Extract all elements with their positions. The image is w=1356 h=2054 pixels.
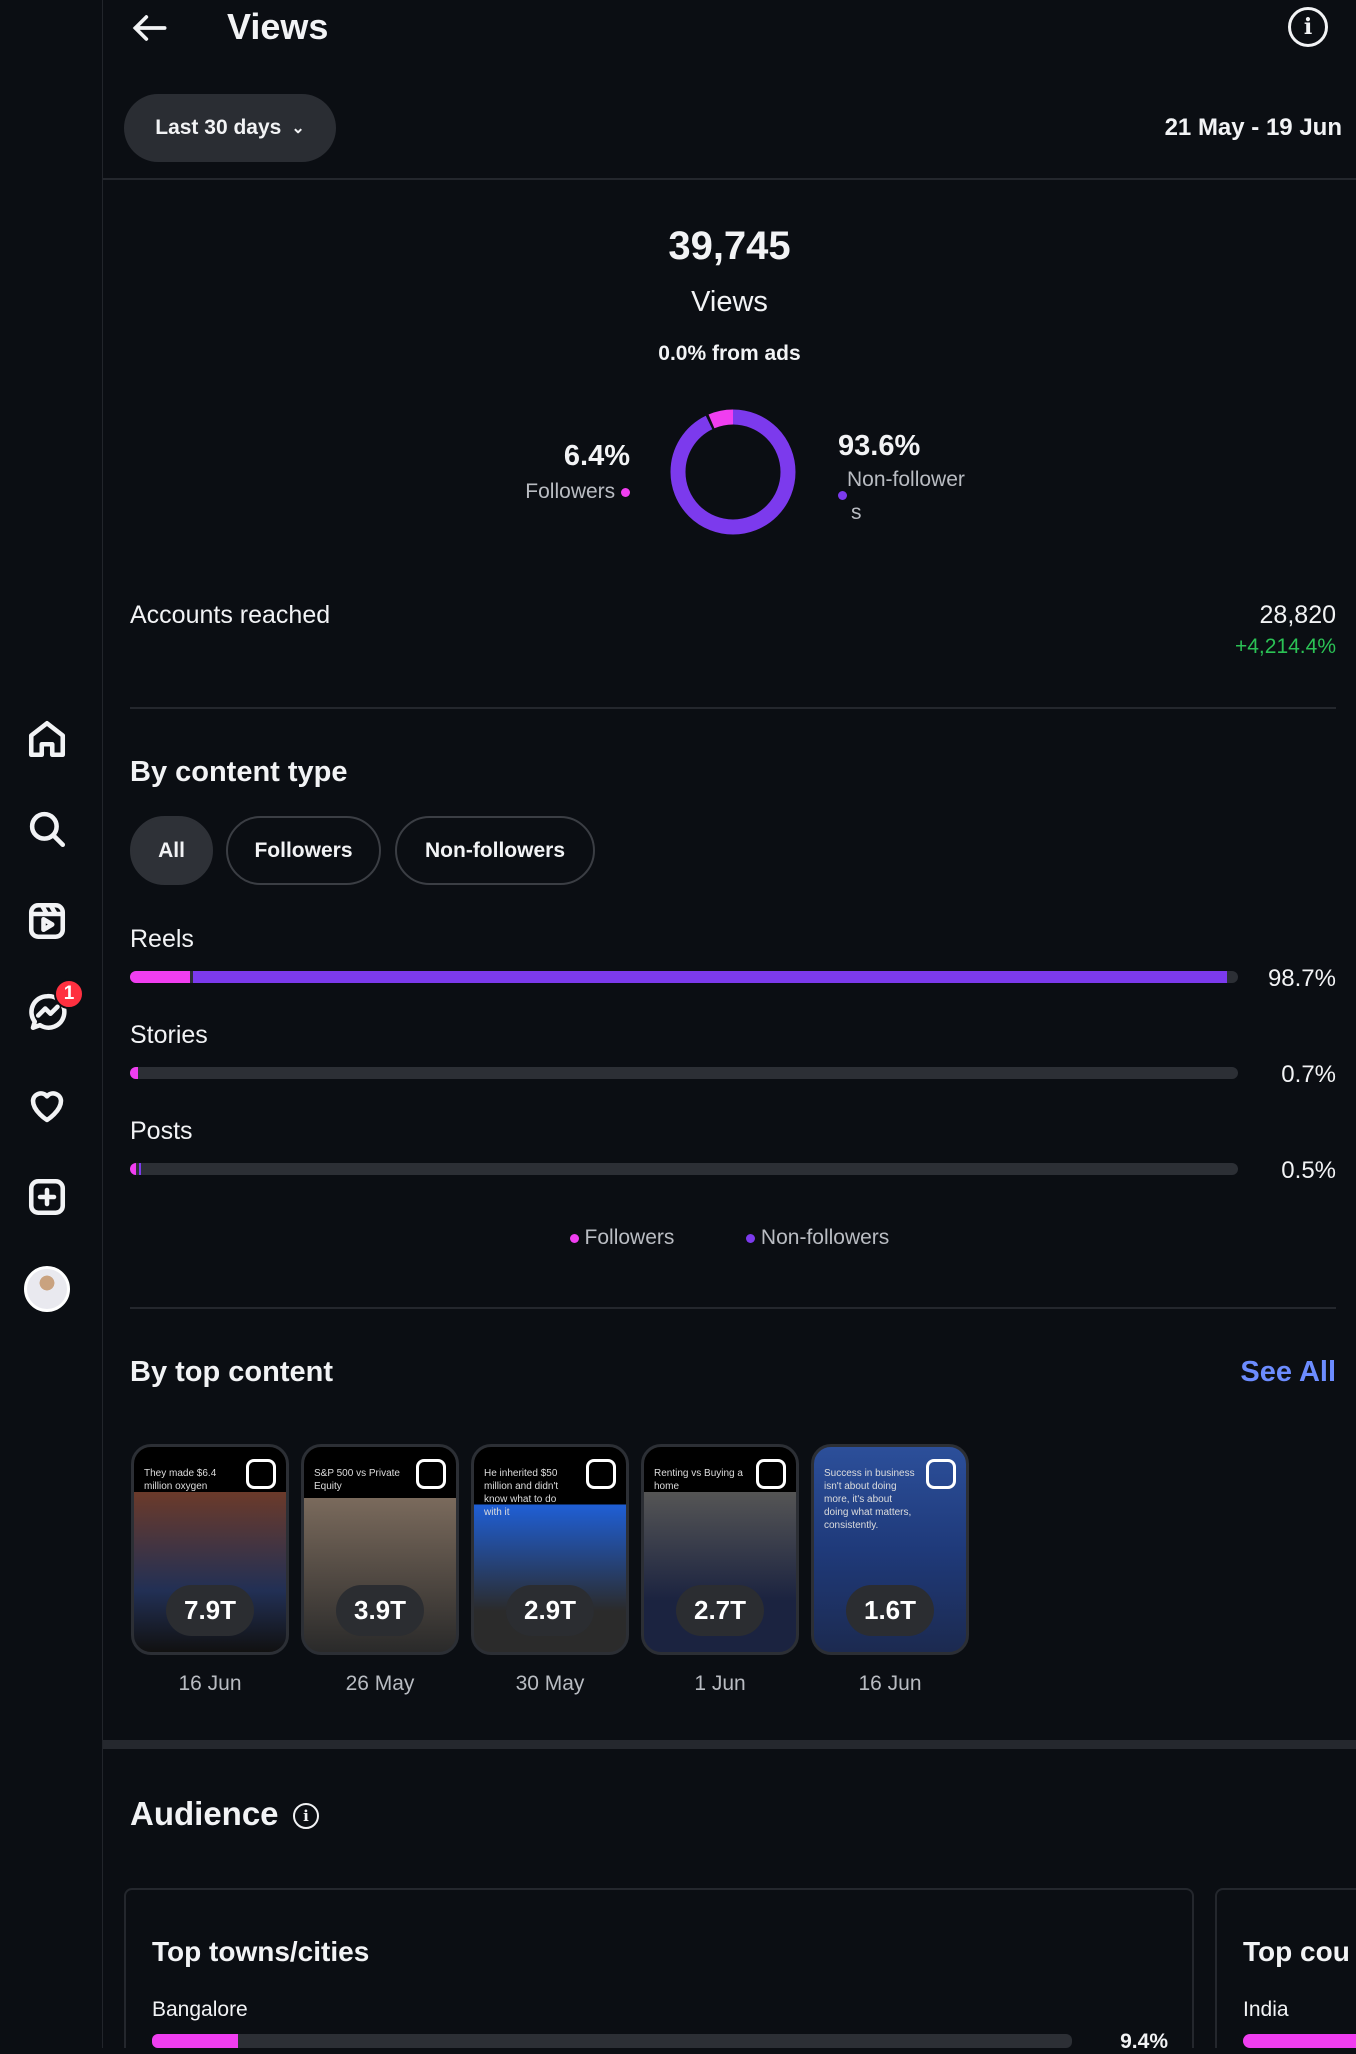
top-content-thumbnail[interactable]: Renting vs Buying a home 2.7T bbox=[641, 1444, 799, 1655]
views-total: 39,745 bbox=[668, 224, 791, 268]
nonfollowers-label: Non-follower bbox=[847, 468, 965, 491]
heart-icon[interactable] bbox=[24, 1083, 70, 1129]
city-bar bbox=[152, 2034, 1072, 2048]
divider bbox=[130, 1307, 1336, 1309]
donut-nonfollowers-segment bbox=[670, 409, 796, 535]
city-pct: 9.4% bbox=[1120, 2030, 1168, 2053]
thumbnail-views: 7.9T bbox=[165, 1585, 255, 1636]
reel-icon bbox=[756, 1459, 786, 1489]
card-title: Top cou bbox=[1243, 1936, 1350, 1967]
views-label: Views bbox=[691, 286, 768, 318]
thumbnail-caption: S&P 500 vs Private Equity bbox=[314, 1468, 400, 1492]
section-separator bbox=[103, 1740, 1356, 1749]
followers-label: Followers bbox=[525, 480, 616, 503]
back-button[interactable] bbox=[128, 6, 172, 55]
followers-dot bbox=[621, 487, 630, 497]
search-icon[interactable] bbox=[24, 806, 70, 852]
home-icon[interactable] bbox=[24, 716, 70, 762]
date-range: 21 May - 19 Jun bbox=[1164, 114, 1342, 141]
legend-followers-dot bbox=[569, 1233, 579, 1243]
reel-icon bbox=[246, 1459, 276, 1489]
followers-bar-segment bbox=[130, 1067, 138, 1079]
notification-badge: 1 bbox=[54, 979, 84, 1009]
thumbnail-caption: He inherited $50 million and didn't know… bbox=[484, 1468, 559, 1518]
section-title: By top content bbox=[130, 1356, 333, 1388]
see-all-link[interactable]: See All bbox=[1240, 1356, 1336, 1388]
content-type-label: Reels bbox=[130, 925, 194, 953]
donut-followers-segment bbox=[670, 409, 796, 535]
nonfollowers-label-wrap: s bbox=[851, 501, 862, 524]
country-bar bbox=[1243, 2034, 1356, 2048]
thumbnail-views: 3.9T bbox=[335, 1585, 425, 1636]
city-bar-fill bbox=[152, 2034, 239, 2048]
thumbnail-caption: Renting vs Buying a home bbox=[654, 1468, 743, 1492]
messenger-icon[interactable]: 1 bbox=[24, 979, 84, 1035]
card-title: Top towns/cities bbox=[152, 1936, 370, 1967]
accounts-reached-label: Accounts reached bbox=[130, 601, 331, 629]
thumbnail-views: 1.6T bbox=[845, 1585, 935, 1636]
views-donut bbox=[670, 409, 796, 535]
audience-info-icon[interactable]: i bbox=[293, 1803, 319, 1829]
thumbnail-date: 16 Jun bbox=[858, 1672, 922, 1695]
content-type-bar bbox=[130, 971, 1238, 983]
followers-bar-segment bbox=[130, 1163, 136, 1175]
thumbnail-date: 16 Jun bbox=[178, 1672, 242, 1695]
chevron-down-icon: ⌄ bbox=[291, 120, 305, 137]
info-icon[interactable]: i bbox=[1288, 7, 1328, 47]
country-name: India bbox=[1243, 1998, 1289, 2021]
page-title: Views bbox=[227, 6, 329, 47]
nonfollowers-dot bbox=[838, 491, 847, 500]
content-type-pct: 0.5% bbox=[1281, 1157, 1336, 1184]
audience-title: Audience bbox=[130, 1795, 279, 1832]
followers-bar-segment bbox=[130, 971, 190, 983]
content-type-bar bbox=[130, 1163, 1238, 1175]
thumbnail-views: 2.9T bbox=[505, 1585, 595, 1636]
add-icon[interactable] bbox=[24, 1174, 70, 1220]
followers-pct: 6.4% bbox=[563, 440, 630, 472]
sidebar: 1 bbox=[0, 0, 103, 2048]
content-type-label: Stories bbox=[130, 1021, 208, 1049]
accounts-reached-value: 28,820 bbox=[1259, 601, 1336, 629]
reel-icon bbox=[926, 1459, 956, 1489]
chip-followers[interactable]: Followers bbox=[226, 816, 381, 885]
thumbnail-date: 30 May bbox=[515, 1672, 585, 1695]
nonfollowers-pct: 93.6% bbox=[838, 430, 921, 462]
top-content-thumbnail[interactable]: He inherited $50 million and didn't know… bbox=[471, 1444, 629, 1655]
thumbnail-date: 1 Jun bbox=[694, 1672, 746, 1695]
chip-non-followers[interactable]: Non-followers bbox=[395, 816, 595, 885]
date-range-dropdown[interactable]: Last 30 days ⌄ bbox=[124, 94, 336, 162]
top-content-thumbnail[interactable]: S&P 500 vs Private Equity 3.9T bbox=[301, 1444, 459, 1655]
top-content-thumbnail[interactable]: They made $6.4 million oxygen 7.9T bbox=[131, 1444, 289, 1655]
top-content-thumbnail[interactable]: Success in business isn't about doing mo… bbox=[811, 1444, 969, 1655]
divider bbox=[130, 707, 1336, 709]
top-countries-card: Top cou India bbox=[1215, 1888, 1356, 2048]
ads-share: 0.0% from ads bbox=[658, 342, 801, 365]
accounts-reached-change: +4,214.4% bbox=[1234, 635, 1336, 658]
section-title: By content type bbox=[130, 756, 348, 788]
nonfollowers-bar-segment bbox=[192, 971, 1227, 983]
thumbnail-caption: Success in business isn't about doing mo… bbox=[824, 1468, 915, 1531]
content-type-pct: 98.7% bbox=[1267, 965, 1336, 992]
thumbnail-date: 26 May bbox=[345, 1672, 415, 1695]
reel-icon bbox=[586, 1459, 616, 1489]
thumbnail-views: 2.7T bbox=[675, 1585, 765, 1636]
avatar[interactable] bbox=[24, 1266, 70, 1312]
thumbnail-caption: They made $6.4 million oxygen bbox=[144, 1468, 217, 1492]
top-cities-card: Top towns/cities Bangalore 9.4% bbox=[124, 1888, 1194, 2053]
reel-icon bbox=[416, 1459, 446, 1489]
content-type-label: Posts bbox=[130, 1117, 193, 1145]
legend-followers: Followers bbox=[584, 1226, 675, 1249]
content-type-pct: 0.7% bbox=[1281, 1061, 1336, 1088]
content-type-bar bbox=[130, 1067, 1238, 1079]
dropdown-label: Last 30 days bbox=[155, 116, 282, 139]
divider bbox=[103, 178, 1356, 180]
reels-icon[interactable] bbox=[24, 898, 70, 944]
legend-nonfollowers: Non-followers bbox=[760, 1226, 890, 1249]
city-name: Bangalore bbox=[152, 1998, 248, 2021]
chip-all[interactable]: All bbox=[130, 816, 213, 885]
nonfollowers-bar-segment bbox=[139, 1163, 142, 1175]
legend-nonfollowers-dot bbox=[746, 1233, 756, 1243]
